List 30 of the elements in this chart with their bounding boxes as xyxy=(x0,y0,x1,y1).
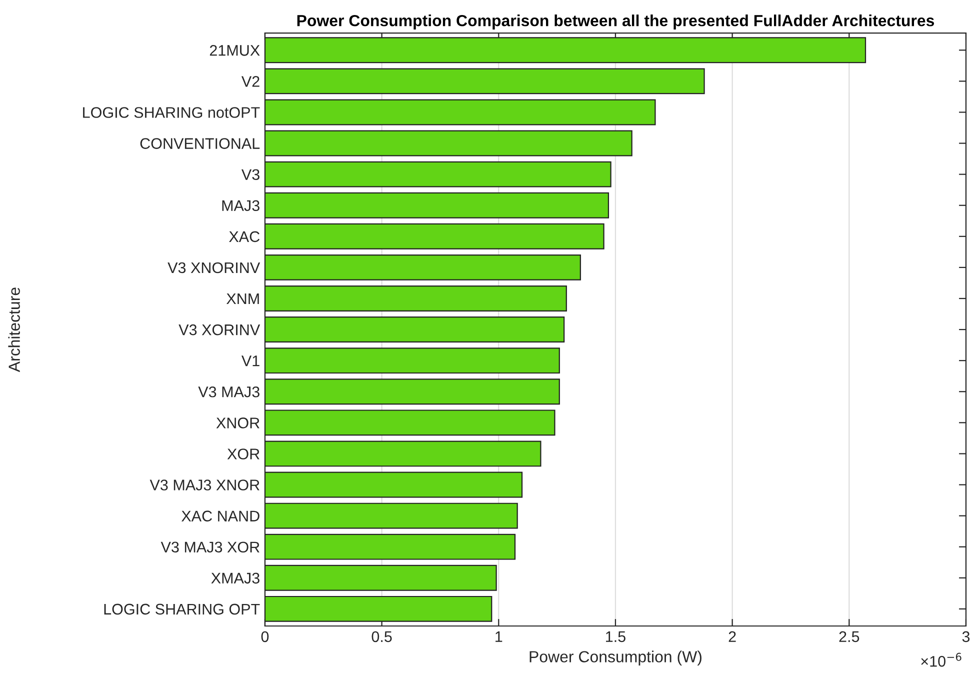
y-tick-label: V2 xyxy=(241,76,260,87)
x-tick-label: 0.5 xyxy=(372,631,392,642)
y-tick-label: XNM xyxy=(226,294,259,304)
x-tick-label: 2.5 xyxy=(839,631,860,642)
x-tick-label: 1 xyxy=(496,631,502,642)
y-tick-label: V3 MAJ3 XOR xyxy=(160,542,260,553)
chart-title: Power Consumption Comparison between all the presented FullAdder Architectures xyxy=(297,14,934,30)
x-axis-title: Power Consumption (W) xyxy=(530,650,702,666)
text: ×10$^{−6}$ xyxy=(921,652,962,667)
y-axis-title: Architecture xyxy=(8,288,20,372)
x-tick-label: 0 xyxy=(261,631,269,642)
y-tick-label: LOGIC SHARING notOPT xyxy=(83,107,260,118)
y-tick-label: V3 xyxy=(241,169,260,180)
y-tick-label: XMAJ3 xyxy=(211,572,260,584)
y-tick-label: XAC NAND xyxy=(182,510,260,522)
y-tick-label: V3 MAJ3 xyxy=(198,386,260,398)
y-tick-label: XOR xyxy=(227,448,260,460)
x-tick-label: 3 xyxy=(962,631,970,642)
y-tick-label: XAC xyxy=(229,231,260,242)
y-tick-label: V1 xyxy=(241,356,260,366)
x-tick-label: 1.5 xyxy=(606,631,626,642)
y-tick-label: XNOR xyxy=(216,418,260,428)
y-tick-label: V3 MAJ3 XNOR xyxy=(150,480,260,490)
y-tick-label: V3 XNORINV xyxy=(168,262,260,274)
x-tick-label: 2 xyxy=(728,631,736,642)
y-tick-label: CONVENTIONAL xyxy=(140,138,260,149)
y-tick-label: V3 XORINV xyxy=(178,324,260,336)
y-tick-label: 21MUX xyxy=(210,45,260,56)
y-tick-label: MAJ3 xyxy=(222,200,260,212)
y-tick-label: LOGIC SHARING OPT xyxy=(104,604,260,615)
